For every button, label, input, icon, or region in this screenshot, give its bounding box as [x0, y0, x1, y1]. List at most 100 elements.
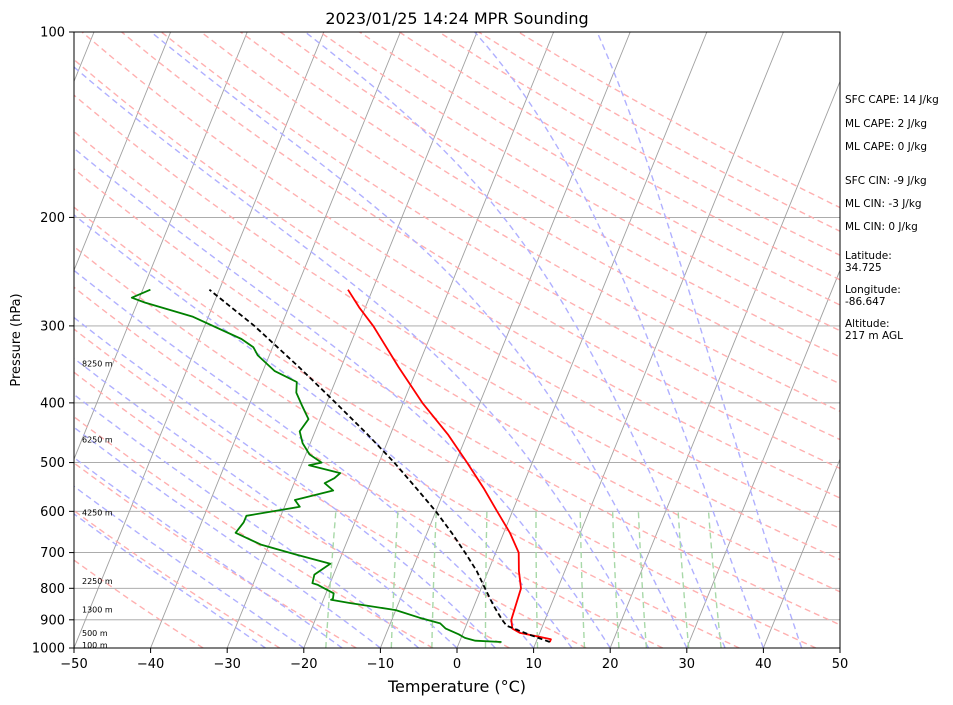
dry-adiabat-line [121, 32, 840, 470]
height-label: 1300 m [82, 606, 113, 615]
x-tick-label: 0 [453, 657, 461, 672]
dry-adiabat-line [81, 32, 840, 499]
stats-panel: SFC CAPE: 14 J/kg ML CAPE: 2 J/kg ML CAP… [845, 94, 953, 342]
dry-adiabat-line [74, 245, 740, 648]
chart-title: 2023/01/25 14:24 MPR Sounding [325, 9, 588, 28]
y-tick-label: 1000 [32, 642, 65, 657]
y-tick-label: 900 [40, 613, 65, 628]
moist-adiabat-line [74, 426, 381, 648]
dry-adiabat-line [74, 462, 357, 648]
dry-adiabat-line [359, 32, 840, 306]
y-tick-label: 600 [40, 505, 65, 520]
dry-adiabat-line [74, 559, 204, 648]
moist-adiabat-line [74, 213, 573, 648]
x-tick-label: −20 [290, 657, 317, 672]
mixing-ratio-line [484, 511, 488, 648]
y-tick-label: 500 [40, 456, 65, 471]
sfc-cape-value: SFC CAPE: 14 J/kg [845, 94, 939, 106]
dry-adiabat-line [74, 94, 840, 561]
dry-adiabat-line [74, 415, 434, 648]
y-tick-label: 700 [40, 546, 65, 561]
height-label: 2250 m [82, 577, 113, 586]
mixing-ratio-line [707, 511, 722, 648]
dry-adiabat-line [74, 167, 840, 626]
dewpoint-line [130, 288, 502, 643]
ml-cape-value: ML CAPE: 2 J/kg [845, 118, 928, 130]
parcel-line [208, 288, 551, 643]
y-axis: 100 200 300 400 500 600 700 800 900 1000 [32, 26, 74, 657]
longitude-label: Longitude: [845, 284, 901, 296]
dry-adiabat-line [74, 328, 587, 648]
dry-adiabat-line [240, 32, 840, 385]
x-tick-label: 40 [755, 657, 772, 672]
latitude-label: Latitude: [845, 250, 892, 262]
y-tick-label: 100 [40, 26, 65, 41]
latitude-value: 34.725 [845, 262, 882, 274]
sfc-cin-value: SFC CIN: -9 J/kg [845, 175, 927, 187]
isotherm-line [303, 32, 555, 648]
dry-adiabat-line [74, 371, 510, 648]
moist-adiabat-line [474, 32, 765, 648]
dry-adiabat-line [74, 206, 817, 648]
y-tick-label: 800 [40, 582, 65, 597]
height-labels: 100 m 500 m 1300 m 2250 m 4250 m 6250 m 8250 m [82, 359, 113, 649]
altitude-value: 217 m AGL [845, 330, 903, 342]
height-label: 8250 m [82, 359, 113, 368]
height-label: 100 m [82, 641, 108, 650]
y-tick-label: 400 [40, 396, 65, 411]
isotherm-line [456, 32, 708, 648]
dry-adiabat-line [74, 509, 281, 648]
temperature-line [347, 289, 552, 643]
isotherm-line [74, 32, 248, 461]
moist-adiabat-line [150, 32, 688, 648]
isotherm-line [74, 32, 172, 272]
isotherm-line [762, 457, 840, 648]
moist-adiabat-line [74, 316, 496, 648]
mixing-ratio-line [611, 511, 620, 648]
x-tick-label: 30 [679, 657, 696, 672]
y-tick-label: 200 [40, 211, 65, 226]
x-axis: −50 −40 −30 −20 −10 0 10 20 30 40 50 [60, 648, 848, 672]
background-lines [74, 32, 840, 648]
moist-adiabat-line [74, 456, 343, 648]
mixing-ratio-line [677, 511, 690, 648]
isotherm-line [686, 269, 840, 648]
dry-adiabat-line [160, 32, 840, 441]
x-tick-label: 20 [602, 657, 619, 672]
isotherm-line [226, 32, 478, 648]
moist-adiabat-line [74, 66, 650, 648]
x-tick-label: −40 [137, 657, 164, 672]
isotherm-line [379, 32, 631, 648]
ml-cape-value-2: ML CAPE: 0 J/kg [845, 141, 928, 153]
x-axis-label: Temperature (°C) [387, 677, 526, 696]
mixing-ratio-line [535, 511, 539, 648]
x-tick-label: −30 [213, 657, 240, 672]
altitude-label: Altitude: [845, 318, 890, 330]
moist-adiabat-line [74, 269, 535, 648]
dry-adiabat-line [74, 286, 664, 648]
ml-cin-value: ML CIN: -3 J/kg [845, 198, 922, 210]
x-tick-label: 50 [832, 657, 849, 672]
moist-adiabat-line [74, 147, 611, 648]
height-label: 500 m [82, 629, 108, 638]
height-label: 4250 m [82, 509, 113, 518]
dry-adiabat-line [74, 130, 840, 593]
ml-cin-value-2: ML CIN: 0 J/kg [845, 221, 918, 233]
moist-adiabat-line [596, 32, 803, 648]
plot-frame [73, 31, 841, 649]
x-tick-label: −50 [60, 657, 87, 672]
y-axis-label: Pressure (hPa) [9, 293, 24, 386]
dry-adiabat-line [200, 32, 840, 413]
x-tick-label: 10 [525, 657, 542, 672]
longitude-value: -86.647 [845, 296, 886, 308]
y-tick-label: 300 [40, 319, 65, 334]
height-label: 6250 m [82, 436, 113, 445]
isotherm-line [609, 80, 840, 648]
dry-adiabat-line [74, 58, 840, 530]
moist-adiabat-line [304, 32, 726, 648]
moist-adiabat-line [74, 357, 458, 648]
isotherm-line [533, 32, 784, 648]
series-group [130, 288, 552, 643]
x-tick-label: −10 [367, 657, 394, 672]
